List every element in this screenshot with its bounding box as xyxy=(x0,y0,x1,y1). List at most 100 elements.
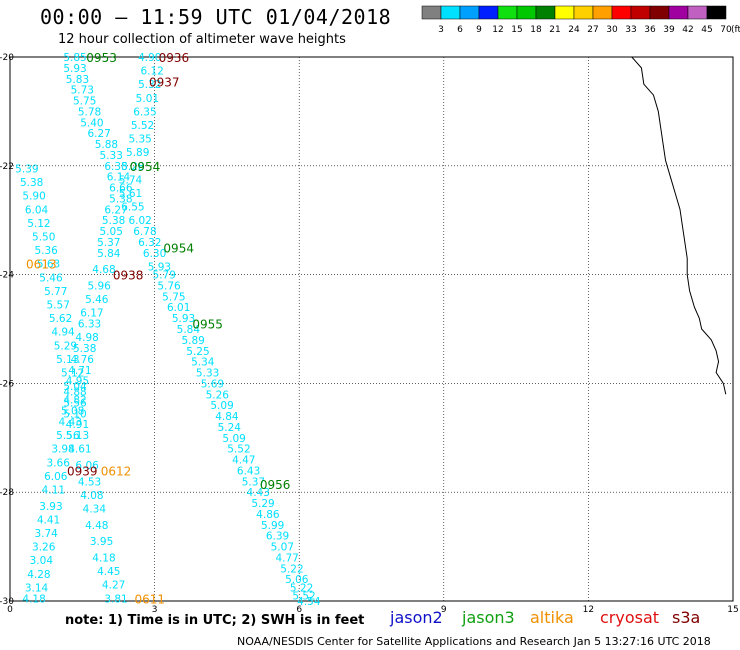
wave-height-value: 5.62 xyxy=(49,313,72,325)
wave-height-value: 3.98 xyxy=(51,444,74,456)
wave-height-value: 5.84 xyxy=(97,248,121,260)
wave-height-value: 5.46 xyxy=(39,272,63,284)
wave-height-value: 5.28 xyxy=(121,161,144,173)
legend-swatch xyxy=(516,5,537,20)
y-tick-label: -20 xyxy=(0,53,14,63)
wave-height-value: 5.12 xyxy=(61,368,84,380)
wave-height-value: 4.47 xyxy=(232,455,255,467)
wave-height-value: 4.08 xyxy=(80,490,103,502)
wave-height-value: 5.50 xyxy=(32,232,55,244)
wave-height-value: 5.36 xyxy=(34,245,58,257)
wave-height-value: 4.41 xyxy=(37,514,60,526)
wave-height-value: 4.77 xyxy=(275,552,298,564)
wave-height-value: 5.52 xyxy=(131,120,154,132)
wave-height-value: 4.53 xyxy=(78,476,101,488)
y-tick-label: -22 xyxy=(0,162,14,172)
wave-height-value: 6.38 xyxy=(104,161,127,173)
wave-height-value: 3.81 xyxy=(104,593,127,605)
wave-height-value: 6.04 xyxy=(25,204,49,216)
satellite-name-jason3: jason3 xyxy=(462,608,515,627)
satellite-name-altika: altika xyxy=(530,608,574,627)
wave-height-value: 5.33 xyxy=(100,150,123,162)
wave-height-value: 5.83 xyxy=(66,74,89,86)
legend-label: 27 xyxy=(587,25,598,35)
wave-height-value: 5.29 xyxy=(54,340,77,352)
wave-height-value: 5.52 xyxy=(227,444,250,456)
legend-label: 45 xyxy=(701,25,712,35)
wave-height-value: 3.74 xyxy=(34,528,58,540)
wave-height-value: 6.17 xyxy=(80,308,103,320)
coastline xyxy=(631,56,727,395)
wave-height-value: 5.13 xyxy=(66,430,89,442)
legend-swatch xyxy=(687,5,708,20)
pass-labels: 0953 0936 0937 0954 0954 0613 0938 0955 0939 0612… xyxy=(26,51,290,606)
wave-height-value: 4.61 xyxy=(68,444,91,456)
wave-height-value: 6.02 xyxy=(128,215,151,227)
satellite-name-jason2: jason2 xyxy=(390,608,443,627)
wave-height-value: 3.26 xyxy=(32,542,56,554)
wave-height-value: 5.26 xyxy=(206,389,230,401)
pass-number-label: 0953 xyxy=(86,51,117,65)
legend-swatch xyxy=(459,5,480,20)
wave-height-value: 6.01 xyxy=(167,302,190,314)
legend-swatch xyxy=(668,5,689,20)
wave-height-value: 5.38 xyxy=(73,343,96,355)
wave-height-value: 4.43 xyxy=(247,487,270,499)
wave-height-value: 5.96 xyxy=(87,280,111,292)
wave-height-value: 5.78 xyxy=(78,106,101,118)
wave-height-value: 5.74 xyxy=(119,174,143,186)
wave-height-value: 5.52 xyxy=(292,591,315,603)
wave-height-value: 4.43 xyxy=(59,416,82,428)
satellite-name-cryosat: cryosat xyxy=(600,608,660,627)
pass-number-label: 0938 xyxy=(113,269,144,283)
y-tick-label: -26 xyxy=(0,379,14,389)
chart-subtitle: 12 hour collection of altimeter wave hei… xyxy=(58,32,346,47)
wave-height-value: 6.66 xyxy=(109,183,133,195)
wave-height-value: 5.99 xyxy=(261,520,284,532)
wave-height-value: 4.82 xyxy=(63,395,86,407)
legend-label: 6 xyxy=(457,25,463,35)
legend-swatch xyxy=(706,5,727,20)
legend-swatch xyxy=(535,5,556,20)
legend-swatch xyxy=(440,5,461,20)
wave-height-value: 5.75 xyxy=(162,291,185,303)
wave-height-value: 6.78 xyxy=(133,226,156,238)
wave-height-value: 5.37 xyxy=(242,476,265,488)
footer-note: note: 1) Time is in UTC; 2) SWH is in fe… xyxy=(65,613,365,628)
wave-height-value: 5.85 xyxy=(63,52,86,64)
x-tick-label: 9 xyxy=(441,605,447,615)
wave-height-value: 5.75 xyxy=(73,96,96,108)
wave-height-value: 4.45 xyxy=(97,566,120,578)
wave-height-value: 5.22 xyxy=(280,563,303,575)
legend-swatch xyxy=(649,5,670,20)
y-tick-label: -30 xyxy=(0,597,14,607)
wave-height-value: 5.38 xyxy=(102,215,125,227)
wave-height-value: 5.38 xyxy=(109,193,132,205)
legend-label: 21 xyxy=(549,25,560,35)
legend-label: 36 xyxy=(644,25,656,35)
wave-height-value: 5.84 xyxy=(177,324,201,336)
pass-number-label: 0955 xyxy=(192,318,223,332)
coastline-path xyxy=(631,56,727,395)
wave-height-value: 5.35 xyxy=(128,134,151,146)
wave-height-value: 5.69 xyxy=(201,378,224,390)
wave-height-value: 5.01 xyxy=(136,93,159,105)
wave-height-value: 5.07 xyxy=(271,542,294,554)
legend-label: 42 xyxy=(682,25,693,35)
wave-height-value: 5.93 xyxy=(172,313,195,325)
wave-height-value: 3.66 xyxy=(47,457,71,469)
wave-height-value: 5.88 xyxy=(95,139,118,151)
legend-label: 39 xyxy=(663,25,675,35)
pass-number-label: 0939 xyxy=(67,464,98,478)
wave-height-value: 6.14 xyxy=(107,172,131,184)
wave-height-value: 6.27 xyxy=(87,128,110,140)
wave-height-value: 4.68 xyxy=(92,264,115,276)
wave-height-value: 5.38 xyxy=(20,177,43,189)
wave-height-value: 5.37 xyxy=(97,237,120,249)
wave-height-value: 4.18 xyxy=(22,593,45,605)
wave-height-value: 5.46 xyxy=(85,294,109,306)
wave-height-value: 5.24 xyxy=(218,422,242,434)
wave-height-points: 5.855.935.835.735.755.785.406.275.885.33… xyxy=(15,52,321,608)
